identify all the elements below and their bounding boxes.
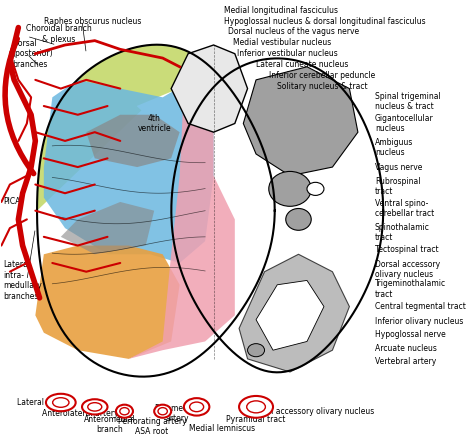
Text: Gigantocellular
nucleus: Gigantocellular nucleus (375, 114, 434, 133)
Polygon shape (256, 280, 324, 350)
Text: 4th
ventricle: 4th ventricle (137, 114, 171, 133)
Polygon shape (129, 80, 235, 359)
Text: Dorsal
(posterior)
branches: Dorsal (posterior) branches (12, 39, 53, 69)
Ellipse shape (88, 403, 102, 411)
Polygon shape (171, 45, 247, 132)
Text: Lateral cuneate nucleus: Lateral cuneate nucleus (256, 60, 348, 69)
Text: Hypoglossal nerve: Hypoglossal nerve (375, 330, 446, 339)
Text: Lateral artery: Lateral artery (18, 398, 70, 407)
Text: Medial lemniscus: Medial lemniscus (189, 424, 255, 433)
Polygon shape (37, 45, 217, 211)
Text: Arcuate nucleus: Arcuate nucleus (375, 344, 437, 352)
Text: Anteromedial
branch: Anteromedial branch (84, 414, 136, 434)
Ellipse shape (184, 398, 210, 416)
Ellipse shape (116, 405, 133, 418)
Ellipse shape (247, 344, 264, 357)
Polygon shape (243, 67, 358, 176)
Text: Hypoglossal nucleus & dorsal longitudinal fasciculus: Hypoglossal nucleus & dorsal longitudina… (224, 17, 426, 26)
Text: Choroidal branch
& plexus: Choroidal branch & plexus (26, 24, 91, 44)
Text: Dorsal nucleus of the vagus nerve: Dorsal nucleus of the vagus nerve (228, 27, 360, 37)
Ellipse shape (154, 405, 171, 418)
Ellipse shape (246, 401, 265, 413)
Text: Solitary nucleus & tract: Solitary nucleus & tract (277, 82, 368, 91)
Polygon shape (36, 246, 180, 359)
Ellipse shape (53, 398, 69, 407)
Text: Inferior vestibular nucleus: Inferior vestibular nucleus (237, 49, 337, 58)
Polygon shape (239, 254, 349, 372)
Text: Dorsal accessory
olivary nucleus: Dorsal accessory olivary nucleus (375, 260, 440, 279)
Text: Rubrospinal
tract: Rubrospinal tract (375, 177, 420, 196)
Text: Spinal trigeminal
nucleus & tract: Spinal trigeminal nucleus & tract (375, 92, 441, 111)
Text: Medial vestibular nucleus: Medial vestibular nucleus (233, 38, 331, 48)
Ellipse shape (120, 407, 129, 415)
Text: Perforating artery
ASA root: Perforating artery ASA root (118, 417, 186, 436)
Ellipse shape (307, 182, 324, 195)
Ellipse shape (269, 172, 311, 206)
Polygon shape (37, 45, 275, 377)
Text: Pyramidal tract: Pyramidal tract (227, 415, 286, 425)
Text: Vagus nerve: Vagus nerve (375, 162, 422, 172)
Polygon shape (171, 59, 383, 372)
Ellipse shape (46, 394, 76, 411)
Text: Medial accessory olivary nucleus: Medial accessory olivary nucleus (248, 407, 374, 416)
Text: Paramedian
artery: Paramedian artery (155, 404, 201, 423)
Text: Anterolateral artery: Anterolateral artery (42, 409, 118, 418)
Text: Inferior olivary nucleus: Inferior olivary nucleus (375, 317, 463, 326)
Ellipse shape (286, 209, 311, 230)
Text: Vertebral artery: Vertebral artery (375, 356, 436, 366)
Text: Spinothalamic
tract: Spinothalamic tract (375, 223, 430, 242)
Ellipse shape (239, 396, 273, 418)
Text: Lateral
intra-
medullary
branches: Lateral intra- medullary branches (3, 260, 42, 301)
Polygon shape (61, 202, 154, 254)
Ellipse shape (82, 399, 108, 414)
Polygon shape (86, 115, 180, 167)
Text: Trigeminothalamic
tract: Trigeminothalamic tract (375, 279, 446, 299)
Text: Inferior cerebellar peduncle: Inferior cerebellar peduncle (269, 71, 375, 80)
Text: Ambiguus
nucleus: Ambiguus nucleus (375, 138, 413, 157)
Polygon shape (44, 80, 214, 263)
Ellipse shape (158, 407, 167, 415)
Text: Central tegmental tract: Central tegmental tract (375, 302, 466, 311)
Text: Tectospinal tract: Tectospinal tract (375, 246, 438, 254)
Text: PICA: PICA (3, 198, 21, 206)
Text: Medial longitudinal fasciculus: Medial longitudinal fasciculus (224, 6, 338, 15)
Text: Raphes obscurus nucleus: Raphes obscurus nucleus (44, 17, 141, 26)
Text: Ventral spino-
cerebellar tract: Ventral spino- cerebellar tract (375, 199, 434, 218)
Ellipse shape (190, 402, 204, 412)
FancyArrowPatch shape (5, 39, 34, 174)
